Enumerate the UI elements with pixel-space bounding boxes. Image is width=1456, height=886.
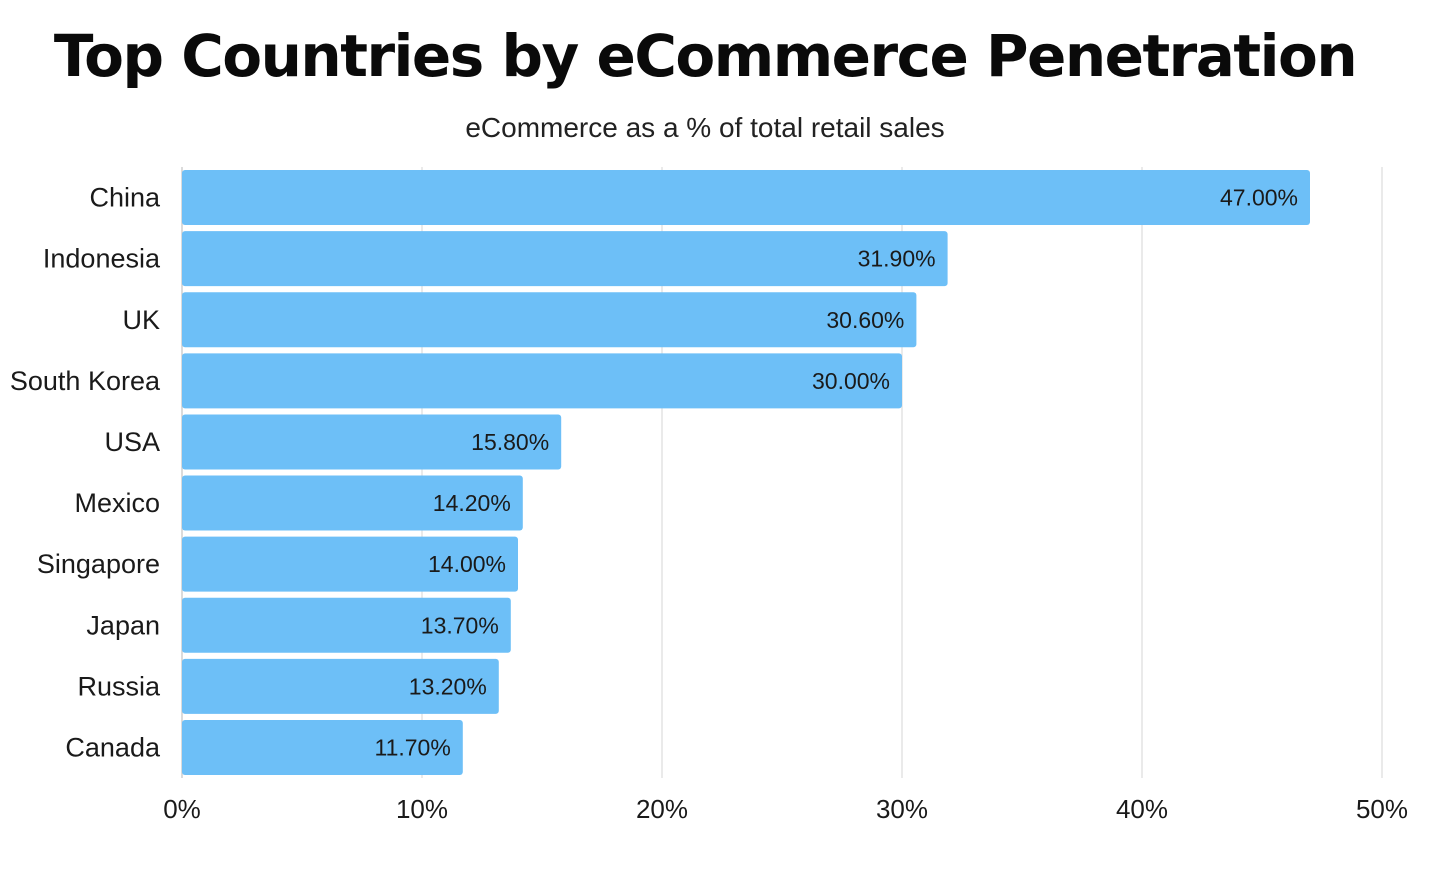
x-axis-tick-labels: 0% 10% 20% 30% 40% 50% xyxy=(163,794,1408,824)
category-label: South Korea xyxy=(10,366,161,396)
value-labels: 47.00% 31.90% 30.60% 30.00% 15.80% 14.20% 14.0… xyxy=(374,185,1298,761)
value-label: 15.80% xyxy=(471,429,549,455)
bar xyxy=(182,597,511,653)
value-label: 14.20% xyxy=(433,490,511,516)
x-tick-label: 50% xyxy=(1356,794,1408,824)
bar xyxy=(182,658,499,714)
bar xyxy=(182,414,562,470)
bar xyxy=(182,231,948,287)
x-tick-label: 20% xyxy=(636,794,688,824)
value-label: 47.00% xyxy=(1220,185,1298,211)
bar xyxy=(182,292,917,348)
category-label: Singapore xyxy=(37,549,160,579)
value-label: 31.90% xyxy=(858,246,936,272)
bar xyxy=(182,536,518,592)
x-tick-label: 40% xyxy=(1116,794,1168,824)
x-tick-label: 0% xyxy=(163,794,201,824)
value-label: 14.00% xyxy=(428,551,506,577)
category-label: Mexico xyxy=(74,488,160,518)
bar xyxy=(182,719,463,775)
bars xyxy=(182,170,1310,775)
chart-subtitle: eCommerce as a % of total retail sales xyxy=(465,112,945,143)
category-label: Canada xyxy=(65,732,161,762)
bar xyxy=(182,475,523,531)
value-label: 13.20% xyxy=(409,673,487,699)
category-label: Japan xyxy=(86,610,160,640)
bar xyxy=(182,170,1310,226)
value-label: 30.00% xyxy=(812,368,890,394)
category-label: USA xyxy=(104,427,160,457)
bar xyxy=(182,353,902,409)
category-label: Indonesia xyxy=(43,244,161,274)
value-label: 30.60% xyxy=(826,307,904,333)
value-label: 11.70% xyxy=(374,734,450,760)
x-tick-label: 10% xyxy=(396,794,448,824)
category-label: UK xyxy=(122,305,160,335)
x-tick-label: 30% xyxy=(876,794,928,824)
chart-title: Top Countries by eCommerce Penetration xyxy=(53,22,1358,90)
category-label: China xyxy=(89,183,161,213)
category-label: Russia xyxy=(77,671,161,701)
value-label: 13.70% xyxy=(421,612,499,638)
category-labels: China Indonesia UK South Korea USA Mexico Sing… xyxy=(10,183,161,763)
